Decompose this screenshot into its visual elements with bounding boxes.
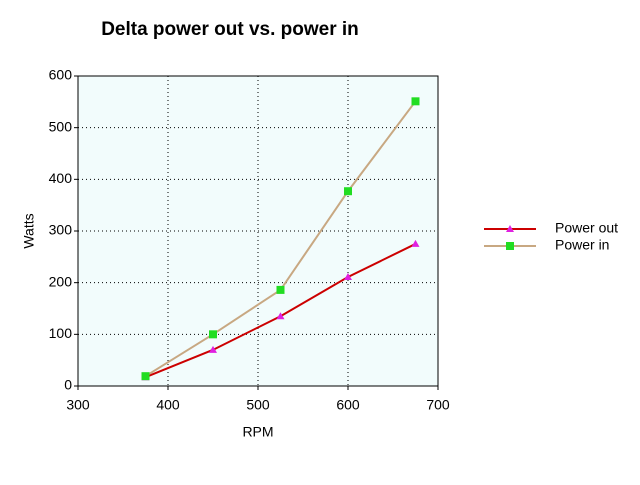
data-point — [344, 187, 352, 196]
y-tick-label: 300 — [49, 222, 73, 238]
x-tick-label: 300 — [66, 397, 90, 413]
plot-frame — [77, 75, 439, 387]
data-point — [141, 372, 150, 381]
data-point — [209, 345, 217, 353]
legend-marker — [506, 225, 514, 232]
data-point — [411, 239, 420, 247]
data-point — [276, 312, 285, 320]
x-tick-label: 400 — [156, 397, 180, 413]
x-tick-label: 700 — [426, 397, 450, 413]
legend-marker — [506, 242, 514, 250]
y-tick-label: 200 — [49, 273, 73, 289]
chart-title: Delta power out vs. power in — [101, 19, 359, 40]
legend-label: Power out — [555, 220, 618, 236]
y-tick-label: 0 — [64, 377, 72, 393]
data-point — [209, 330, 217, 339]
y-tick-label: 600 — [49, 67, 73, 83]
legend-label: Power in — [555, 237, 609, 253]
y-axis-label: Watts — [21, 213, 37, 248]
data-point — [411, 97, 420, 106]
x-axis-label: RPM — [242, 424, 273, 440]
x-tick-label: 500 — [246, 397, 270, 413]
y-tick-label: 500 — [49, 118, 73, 134]
y-tick-label: 400 — [49, 170, 73, 186]
y-tick-label: 100 — [49, 325, 73, 341]
data-point — [344, 272, 352, 280]
x-tick-label: 600 — [336, 397, 360, 413]
data-point — [276, 285, 285, 294]
